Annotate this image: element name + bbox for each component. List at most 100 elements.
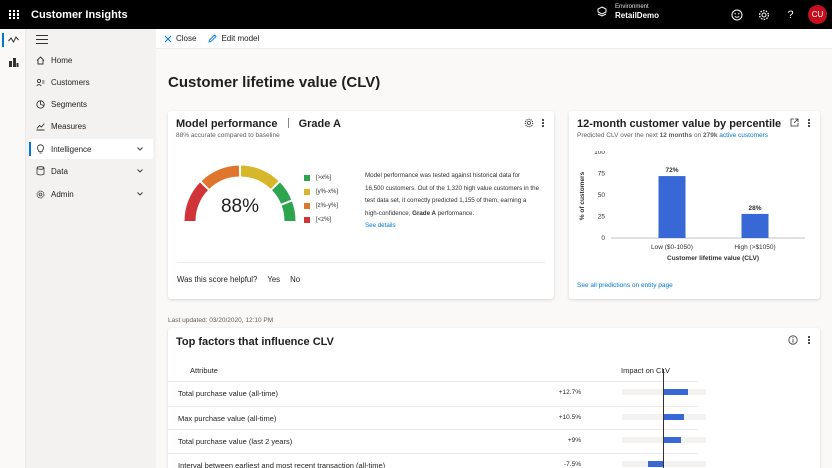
- factor-attribute: Max purchase value (all-time): [178, 414, 277, 423]
- sidebar-item-segments[interactable]: Segments: [29, 94, 153, 114]
- environment-icon: [597, 6, 607, 17]
- x-tick-label: Low ($0-1050): [651, 244, 693, 251]
- sidebar-item-label: Segments: [51, 99, 88, 109]
- feedback-row: Was this score helpful? Yes No: [177, 275, 310, 284]
- factor-attribute: Total purchase value (all-time): [178, 389, 279, 398]
- smiley-feedback-icon[interactable]: [729, 7, 744, 22]
- column-header-attribute: Attribute: [190, 366, 218, 375]
- rail-item-insights[interactable]: [0, 30, 26, 50]
- more-options-icon[interactable]: [540, 117, 546, 129]
- bar: [741, 213, 769, 238]
- open-external-icon[interactable]: [790, 118, 799, 127]
- hamburger-menu-icon[interactable]: [36, 35, 48, 46]
- top-factors-card: Top factors that influence CLV: [168, 328, 820, 468]
- see-all-predictions-link[interactable]: See all predictions on entity page: [577, 282, 673, 289]
- sidebar-item-data[interactable]: Data: [29, 161, 153, 181]
- bar: [658, 176, 686, 238]
- impact-zero-axis: [663, 369, 664, 468]
- y-tick-label: 50: [598, 192, 606, 199]
- environment-picker[interactable]: Environment RetailDemo: [596, 4, 659, 20]
- model-performance-card: Model performance Grade A 88% accurate c…: [168, 111, 554, 299]
- sidebar-item-customers[interactable]: Customers: [29, 72, 153, 92]
- sidebar-item-label: Home: [51, 55, 73, 65]
- y-axis-title: % of customers: [579, 171, 586, 220]
- impact-bar: [648, 461, 663, 467]
- help-icon[interactable]: ?: [787, 8, 794, 21]
- sidebar-nav: Home Customers Segments Measures Intelli…: [26, 29, 156, 468]
- last-updated: Last updated: 03/20/2020, 12:10 PM: [168, 317, 274, 324]
- more-options-icon[interactable]: [806, 334, 812, 346]
- main-content: Close Edit model Customer lifetime value…: [156, 29, 832, 468]
- percentile-card-title: 12-month customer value by percentile: [577, 118, 782, 130]
- column-header-impact: Impact on CLV: [621, 366, 671, 375]
- y-tick-label: 25: [598, 214, 606, 221]
- gauge-indicator: [279, 199, 294, 207]
- sidebar-item-home[interactable]: Home: [29, 50, 153, 70]
- impact-bar: [663, 437, 681, 443]
- y-tick-label: 0: [601, 235, 605, 242]
- chevron-down-icon: [137, 192, 143, 196]
- legend-item: [z%-y%]: [304, 203, 338, 209]
- y-tick-label: 100: [594, 151, 605, 156]
- yes-button[interactable]: Yes: [267, 275, 281, 284]
- app-title[interactable]: Customer Insights: [31, 8, 128, 21]
- sidebar-item-intelligence[interactable]: Intelligence: [29, 139, 153, 159]
- clv-percentile-chart: 0 25 50 75 100 72% Low ($0-1050) 28% High (>$105…: [579, 151, 805, 262]
- sidebar-item-label: Measures: [51, 121, 87, 131]
- gauge-segment-low: [184, 182, 209, 222]
- clv-percentile-card: 12-month customer value by percentile Pr…: [569, 111, 820, 299]
- audience-icon: [8, 57, 18, 67]
- impact-bar-track: [622, 414, 706, 420]
- sidebar-item-label: Data: [51, 166, 68, 176]
- sidebar-item-label: Customers: [51, 77, 90, 87]
- model-grade: Grade A: [298, 118, 341, 130]
- impact-bar-track: [622, 437, 706, 443]
- edit-model-button[interactable]: Edit model: [208, 34, 259, 43]
- model-performance-subtitle: 88% accurate compared to baseline: [176, 132, 280, 139]
- active-customers-link[interactable]: active customers: [719, 132, 769, 139]
- factor-impact-label: -7.5%: [564, 461, 581, 468]
- impact-bar: [663, 414, 684, 420]
- settings-gear-icon[interactable]: [756, 7, 771, 22]
- table-row: Total purchase value (all-time) +12.7%: [168, 381, 706, 403]
- see-details-link[interactable]: See details: [365, 222, 396, 229]
- table-row: Interval between earliest and most recen…: [168, 453, 706, 468]
- factor-attribute: Total purchase value (last 2 years): [178, 437, 293, 446]
- close-label: Close: [176, 34, 197, 43]
- chevron-down-icon: [137, 147, 143, 151]
- gauge-segment-mid-low: [201, 165, 240, 190]
- impact-bar-track: [622, 389, 706, 395]
- left-rail: [0, 29, 26, 468]
- more-options-icon[interactable]: [806, 117, 812, 129]
- factor-impact-label: +9%: [567, 437, 581, 444]
- factor-impact-label: +10.5%: [558, 414, 581, 421]
- no-button[interactable]: No: [290, 275, 301, 284]
- gear-icon: [35, 189, 45, 199]
- user-avatar[interactable]: CU: [808, 5, 827, 24]
- sidebar-item-label: Admin: [51, 189, 74, 199]
- factor-impact-label: +12.7%: [558, 389, 581, 396]
- factors-title: Top factors that influence CLV: [176, 336, 334, 348]
- table-row: Total purchase value (last 2 years) +9%: [168, 429, 706, 451]
- legend-item: [y%-x%]: [304, 189, 338, 195]
- app-launcher-button[interactable]: [0, 0, 28, 29]
- close-button[interactable]: Close: [164, 34, 196, 43]
- model-performance-title: Model performance: [176, 118, 278, 130]
- data-label: 28%: [748, 205, 761, 212]
- info-icon[interactable]: [788, 335, 798, 345]
- settings-gear-icon[interactable]: [524, 118, 534, 128]
- waffle-icon: [9, 9, 19, 20]
- sidebar-item-measures[interactable]: Measures: [29, 116, 153, 136]
- gauge-value: 88%: [220, 196, 260, 217]
- performance-gauge: [184, 165, 296, 222]
- insights-icon: [7, 35, 19, 43]
- x-axis-title: Customer lifetime value (CLV): [667, 255, 759, 262]
- impact-bar-track: [622, 461, 706, 467]
- y-tick-label: 75: [598, 171, 606, 178]
- model-description: Model performance was tested against his…: [365, 172, 540, 229]
- home-icon: [35, 55, 45, 65]
- top-bar: Customer Insights Environment RetailDemo…: [0, 0, 832, 29]
- percentile-card-subtitle: Predicted CLV over the next 12 months on…: [577, 132, 769, 139]
- rail-item-audience[interactable]: [0, 52, 26, 72]
- sidebar-item-admin[interactable]: Admin: [29, 184, 153, 204]
